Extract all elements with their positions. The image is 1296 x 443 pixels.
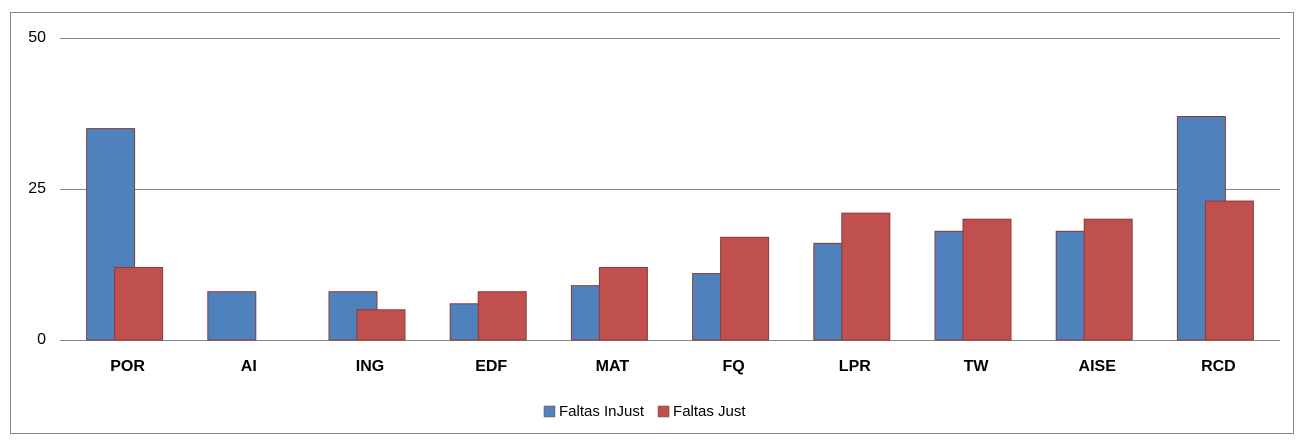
bar (356, 309, 406, 341)
legend-label: Faltas Just (673, 403, 746, 420)
x-tick-label: LPR (839, 358, 871, 375)
x-tick-label: EDF (475, 358, 507, 375)
chart-border (10, 12, 1294, 434)
legend-swatch (657, 405, 670, 418)
bar (1083, 218, 1133, 341)
y-tick-label: 0 (37, 331, 46, 348)
legend-label: Faltas InJust (559, 403, 645, 420)
x-tick-label: TW (964, 358, 990, 375)
bar (598, 267, 648, 341)
x-tick-label: FQ (722, 358, 744, 375)
x-tick-label: MAT (596, 358, 630, 375)
bar (207, 291, 257, 341)
legend-swatch (543, 405, 556, 418)
y-tick-label: 50 (28, 29, 46, 46)
y-tick-label: 25 (28, 180, 46, 197)
bar (841, 212, 891, 341)
x-tick-label: AI (241, 358, 257, 375)
x-tick-label: AISE (1079, 358, 1117, 375)
x-tick-label: ING (356, 358, 384, 375)
bar (477, 291, 527, 341)
bar (962, 218, 1012, 341)
x-tick-label: POR (110, 358, 145, 375)
bar (720, 236, 770, 341)
bar (1204, 200, 1254, 341)
bar (114, 267, 164, 341)
x-tick-label: RCD (1201, 358, 1236, 375)
